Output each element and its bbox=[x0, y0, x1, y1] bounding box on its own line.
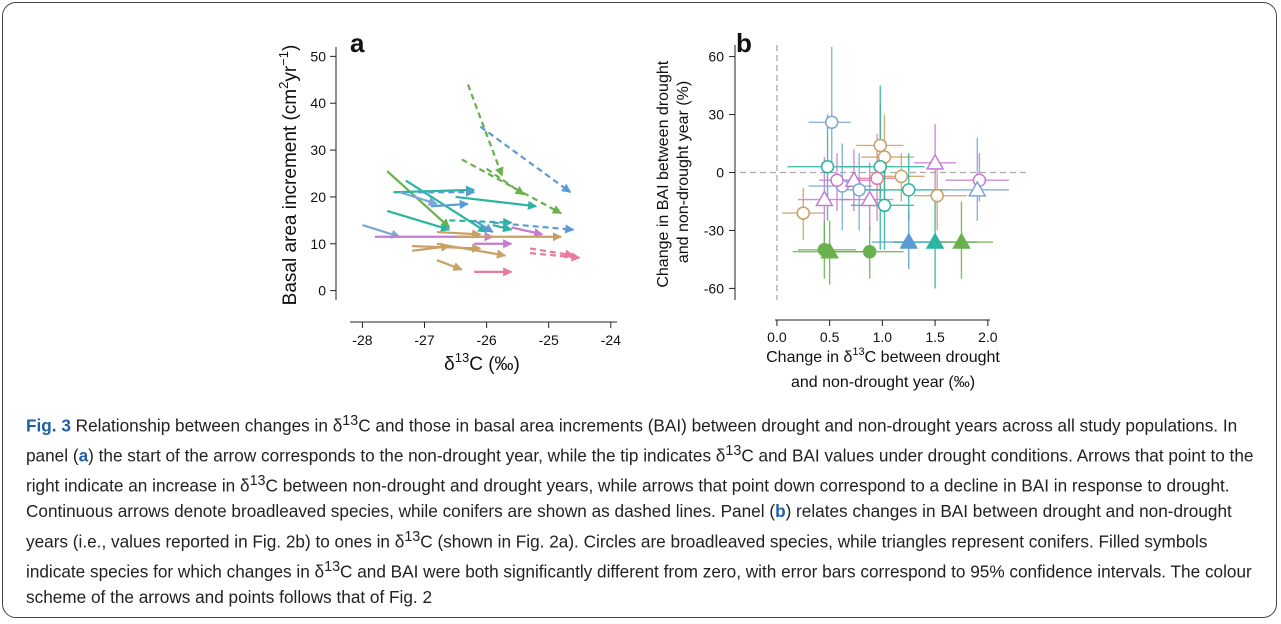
data-arrow bbox=[436, 242, 507, 259]
panel-b-x-label-line2: and non-drought year (‰) bbox=[791, 374, 975, 391]
panel-a-arrows bbox=[362, 84, 581, 277]
y-tick-label: 60 bbox=[708, 49, 724, 65]
figure-charts: a 0 10 20 30 40 50 -28 -27 -26 -25 -24 Basal area… bbox=[276, 28, 1030, 391]
panel-a-x-ticks: -28 -27 -26 -25 -24 bbox=[352, 322, 621, 348]
y-tick-label: -30 bbox=[704, 222, 724, 238]
caption-text-5: C between non-drought and drought years,… bbox=[26, 476, 1230, 522]
y-tick-label: 0 bbox=[318, 283, 326, 299]
caption-panel-b-ref: b bbox=[775, 501, 786, 522]
data-point-circle bbox=[796, 206, 811, 220]
data-point-circle bbox=[873, 138, 888, 153]
panel-b-y-ticks: -60 -30 0 30 60 bbox=[704, 49, 735, 296]
data-arrow bbox=[529, 252, 581, 262]
y-tick-label: 10 bbox=[310, 236, 326, 252]
caption-sup: 13 bbox=[404, 528, 421, 545]
data-arrow bbox=[466, 84, 504, 177]
panel-a: a 0 10 20 30 40 50 -28 -27 -26 -25 -24 Basal area… bbox=[276, 28, 621, 375]
data-point-circle bbox=[901, 183, 916, 197]
data-point-circle bbox=[852, 183, 866, 197]
x-tick-label: 2.0 bbox=[978, 329, 998, 345]
y-tick-label: 0 bbox=[716, 165, 724, 181]
data-arrow bbox=[511, 226, 544, 238]
caption-text-3: ) the start of the arrow corresponds to … bbox=[88, 445, 726, 466]
caption-text-2: C and those in basal area increments (BA… bbox=[26, 415, 1238, 466]
caption-sup: 13 bbox=[324, 558, 341, 575]
caption-figure-label: Fig. 3 bbox=[26, 415, 71, 436]
x-tick-label: 1.5 bbox=[925, 329, 945, 345]
data-point-circle bbox=[824, 115, 839, 130]
panel-a-x-label: δ13C (‰) bbox=[444, 350, 520, 375]
x-tick-label: 0.0 bbox=[767, 329, 787, 345]
data-point-triangle bbox=[820, 242, 839, 259]
panel-a-label: a bbox=[350, 28, 365, 58]
y-tick-label: 30 bbox=[708, 107, 724, 123]
caption-text-6: ) relates changes in BAI between drought… bbox=[26, 501, 1232, 552]
data-arrow bbox=[362, 223, 401, 239]
x-tick-label: 0.5 bbox=[820, 329, 840, 345]
data-point-circle bbox=[830, 173, 844, 187]
data-point-circle bbox=[877, 198, 892, 213]
caption-text-7: C (shown in Fig. 2a). Circles are broadl… bbox=[26, 531, 1208, 582]
caption-text-4: C and BAI values under drought condition… bbox=[26, 445, 1254, 497]
data-point-circle bbox=[873, 159, 888, 174]
data-arrow bbox=[436, 229, 482, 239]
data-point-circle bbox=[894, 169, 909, 184]
caption-sup: 13 bbox=[725, 443, 742, 460]
caption-panel-a-ref: a bbox=[78, 445, 89, 466]
caption-text-1: Relationship between changes in δ bbox=[70, 415, 343, 436]
data-point-triangle bbox=[899, 232, 919, 249]
data-arrow bbox=[461, 158, 562, 215]
data-point-circle bbox=[930, 188, 944, 203]
panel-b-label: b bbox=[736, 28, 752, 58]
data-arrow bbox=[386, 209, 451, 232]
x-tick-label: -28 bbox=[352, 332, 372, 348]
data-arrow bbox=[436, 259, 463, 271]
panel-b-points bbox=[782, 46, 1009, 289]
x-tick-label: -25 bbox=[539, 332, 559, 348]
data-point-triangle bbox=[860, 190, 880, 207]
y-tick-label: 40 bbox=[310, 95, 326, 111]
data-arrow bbox=[529, 247, 575, 259]
data-point-triangle bbox=[925, 232, 945, 249]
x-tick-label: -26 bbox=[476, 332, 496, 348]
x-tick-label: -27 bbox=[414, 332, 434, 348]
x-tick-label: 1.0 bbox=[873, 329, 893, 345]
y-tick-label: 30 bbox=[310, 142, 326, 158]
data-point-triangle bbox=[952, 232, 971, 249]
caption-sup: 13 bbox=[342, 413, 359, 429]
y-tick-label: -60 bbox=[704, 280, 724, 296]
panel-b: b -60 -30 0 30 60 0.0 0.5 1.0 1.5 2.0 Change in … bbox=[655, 28, 1030, 391]
data-arrow bbox=[430, 199, 469, 210]
data-arrow bbox=[399, 191, 438, 206]
panel-b-y-label: Change in BAI between drought and non-dr… bbox=[655, 56, 692, 287]
data-arrow bbox=[411, 242, 451, 252]
data-point-circle bbox=[820, 159, 835, 174]
panel-b-x-label: Change in δ13C between drought bbox=[766, 346, 1000, 366]
data-arrow bbox=[485, 167, 525, 196]
data-arrow bbox=[393, 185, 476, 195]
data-arrow bbox=[479, 125, 572, 194]
data-arrow bbox=[473, 219, 494, 233]
panel-b-x-ticks: 0.0 0.5 1.0 1.5 2.0 bbox=[767, 320, 998, 345]
data-point-triangle bbox=[967, 180, 987, 197]
caption-sup: 13 bbox=[249, 473, 266, 490]
panel-a-y-label: Basal area increment (cm2yr−1) bbox=[276, 45, 301, 306]
data-point-circle bbox=[862, 244, 877, 259]
data-point-triangle bbox=[925, 153, 945, 170]
y-tick-label: 20 bbox=[310, 189, 326, 205]
figure-caption: Fig. 3 Relationship between changes in δ… bbox=[26, 409, 1261, 611]
data-point-triangle bbox=[815, 190, 834, 207]
y-tick-label: 50 bbox=[310, 48, 326, 64]
data-arrow bbox=[492, 223, 513, 233]
data-arrow bbox=[455, 195, 538, 210]
caption-text-8: C and BAI were both significantly differ… bbox=[26, 561, 1252, 608]
data-arrow bbox=[386, 170, 451, 229]
x-tick-label: -24 bbox=[601, 332, 621, 348]
data-point-circle bbox=[870, 171, 884, 186]
panel-a-y-ticks: 0 10 20 30 40 50 bbox=[310, 48, 336, 299]
data-arrow bbox=[449, 217, 513, 227]
